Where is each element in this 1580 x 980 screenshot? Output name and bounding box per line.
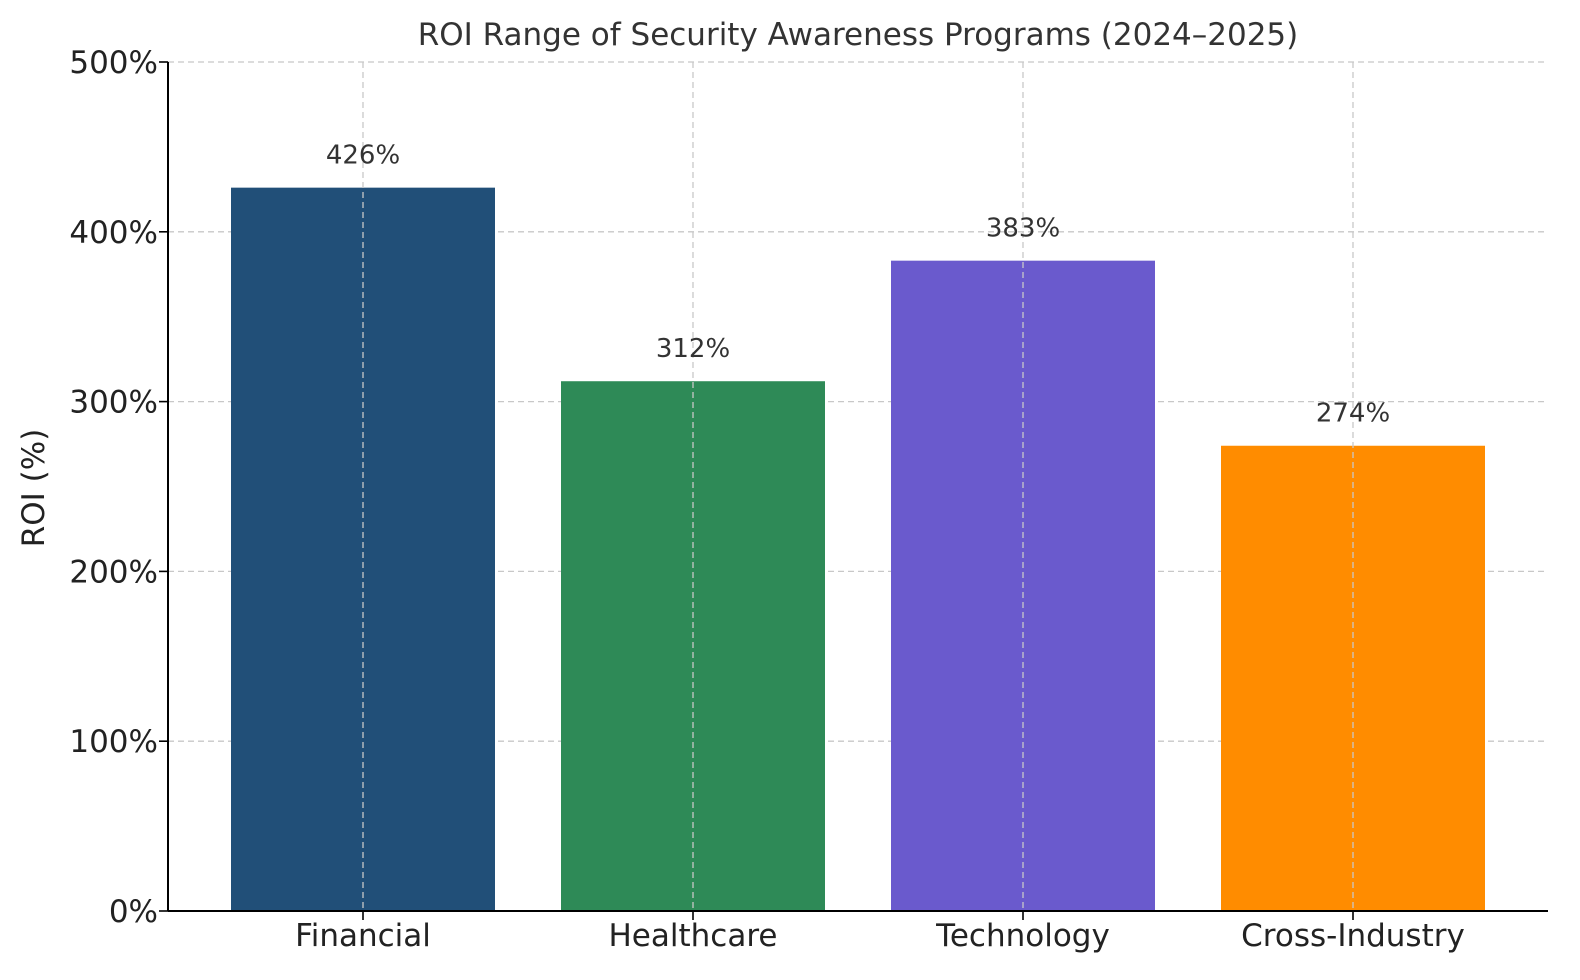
- x-tick-label: Technology: [935, 918, 1110, 954]
- bar-financial: [231, 187, 495, 912]
- axis-layer: [159, 61, 1548, 920]
- bar-value-label: 383%: [986, 214, 1060, 244]
- y-tick-label: 100%: [69, 724, 158, 760]
- y-tick-label: 300%: [69, 385, 158, 421]
- y-tick-label: 400%: [69, 215, 158, 251]
- x-tick-label: Financial: [295, 918, 431, 954]
- bar-layer: [231, 187, 1485, 912]
- y-tick-label: 500%: [69, 45, 158, 81]
- bar-value-label: 312%: [656, 334, 730, 364]
- x-tick-label: Cross-Industry: [1241, 918, 1465, 954]
- bar-value-label: 426%: [326, 141, 400, 171]
- label-layer: 0% 100% 200% 300% 400% 500% 426% 312% 383% 274% Fi…: [69, 45, 1464, 954]
- y-axis-label: ROI (%): [16, 429, 52, 548]
- bar-value-label: 274%: [1316, 399, 1390, 429]
- grid-x-layer: [362, 62, 1354, 911]
- chart-title: ROI Range of Security Awareness Programs…: [418, 17, 1299, 53]
- y-tick-label: 0%: [109, 894, 158, 930]
- x-tick-label: Healthcare: [609, 918, 778, 954]
- y-tick-label: 200%: [69, 554, 158, 590]
